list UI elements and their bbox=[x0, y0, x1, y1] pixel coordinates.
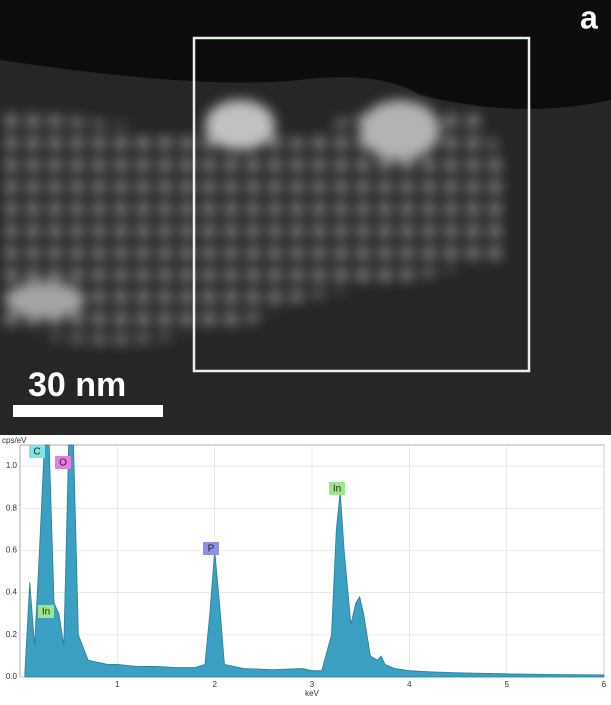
x-axis-label: keV bbox=[305, 689, 319, 698]
peak-label: P bbox=[208, 544, 215, 555]
spectrum: cps/eV keV b 0.00.20.40.60.81.0123456COI… bbox=[0, 436, 611, 700]
y-tick-label: 0.6 bbox=[6, 546, 18, 555]
y-tick-label: 0.2 bbox=[6, 630, 18, 639]
peak-label-bg bbox=[203, 542, 219, 555]
peak-label: C bbox=[33, 447, 40, 458]
y-tick-label: 0.8 bbox=[6, 503, 18, 512]
peak-label: In bbox=[42, 607, 50, 618]
y-tick-label: 1.0 bbox=[6, 461, 18, 470]
peak-label-bg bbox=[38, 605, 54, 618]
x-tick-label: 6 bbox=[602, 680, 607, 689]
y-tick-label: 0.0 bbox=[6, 672, 18, 681]
panel-label: a bbox=[580, 0, 598, 35]
x-tick-label: 5 bbox=[504, 680, 509, 689]
spectrum-area bbox=[24, 444, 605, 678]
y-axis-label: cps/eV bbox=[2, 436, 27, 445]
peak-label: In bbox=[333, 484, 341, 495]
scale-bar bbox=[13, 405, 163, 417]
x-tick-label: 2 bbox=[212, 680, 217, 689]
micrograph: 30 nm a bbox=[0, 0, 611, 435]
particles bbox=[0, 100, 507, 345]
x-tick-label: 4 bbox=[407, 680, 412, 689]
y-tick-label: 0.4 bbox=[6, 588, 18, 597]
x-tick-label: 1 bbox=[115, 680, 120, 689]
peak-label-bg bbox=[55, 456, 71, 469]
peak-label: O bbox=[59, 458, 67, 469]
selection-box bbox=[192, 36, 531, 373]
x-tick-label: 3 bbox=[310, 680, 315, 689]
peak-label-bg bbox=[29, 445, 45, 458]
scale-label: 30 nm bbox=[28, 366, 126, 404]
peak-label-bg bbox=[329, 482, 345, 495]
